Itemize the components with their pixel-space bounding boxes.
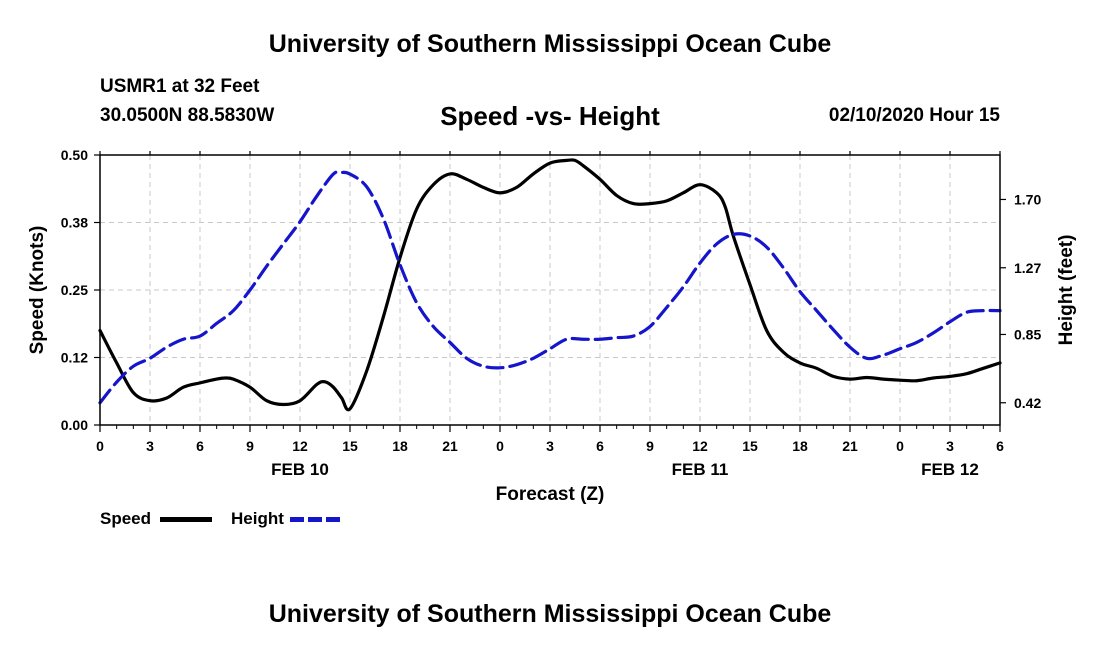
series-layer [98,158,1002,412]
x-tick-label: 9 [246,438,254,454]
series-line-height [98,170,1002,405]
x-tick-label: 0 [896,438,904,454]
x-tick-label: 3 [546,438,554,454]
y-tick-label: 0.25 [61,282,88,298]
y-tick-label: 0.50 [61,147,88,163]
x-tick-label: 3 [146,438,154,454]
x-tick-label: 0 [96,438,104,454]
x-tick-label: 12 [692,438,708,454]
date-label: FEB 11 [672,460,729,479]
y-axis-label: Speed (Knots) [27,226,48,355]
x-tick-label: 21 [842,438,858,454]
x-tick-label: 6 [996,438,1004,454]
legend-height-swatch [290,517,342,522]
x-tick-label: 9 [646,438,654,454]
date-label: FEB 12 [921,460,979,479]
x-tick-label: 15 [742,438,758,454]
axis-ticks [94,151,1006,432]
grid [100,155,1000,425]
date-label: FEB 10 [271,460,329,479]
chart-title: Speed -vs- Height [440,101,660,131]
x-tick-label: 18 [392,438,408,454]
station-name: USMR1 at 32 Feet [100,76,260,97]
y-tick-label: 0.00 [61,417,88,433]
x-tick-label: 6 [196,438,204,454]
x-tick-label: 12 [292,438,308,454]
x-axis-label: Forecast (Z) [496,484,605,505]
legend-speed-swatch [160,517,212,522]
x-tick-label: 0 [496,438,504,454]
y2-tick-label: 0.42 [1014,395,1041,411]
series-line-speed [98,158,1002,412]
station-coordinates: 30.0500N 88.5830W [100,105,275,126]
x-tick-label: 15 [342,438,358,454]
x-tick-label: 3 [946,438,954,454]
chart-datetime: 02/10/2020 Hour 15 [828,105,1000,126]
footer-title: University of Southern Mississippi Ocean… [268,600,832,628]
legend-speed-label: Speed [100,509,152,528]
x-tick-label: 6 [596,438,604,454]
y2-tick-label: 0.85 [1014,326,1041,342]
legend-height-label: Height [231,509,284,528]
y2-tick-label: 1.70 [1014,191,1041,207]
y-tick-label: 0.38 [61,215,88,231]
page-title: University of Southern Mississippi Ocean… [268,30,832,58]
y-tick-label: 0.12 [61,350,88,366]
y2-axis-label: Height (feet) [1056,235,1077,346]
x-tick-label: 18 [792,438,808,454]
y2-tick-label: 1.27 [1014,260,1041,276]
x-tick-label: 21 [442,438,458,454]
axis-labels: 0 3 6 9 12 15 18 21 0 3 6 9 12 15 18 21 0 3 6 0.00 0.12 0.25 0… [27,147,1077,505]
